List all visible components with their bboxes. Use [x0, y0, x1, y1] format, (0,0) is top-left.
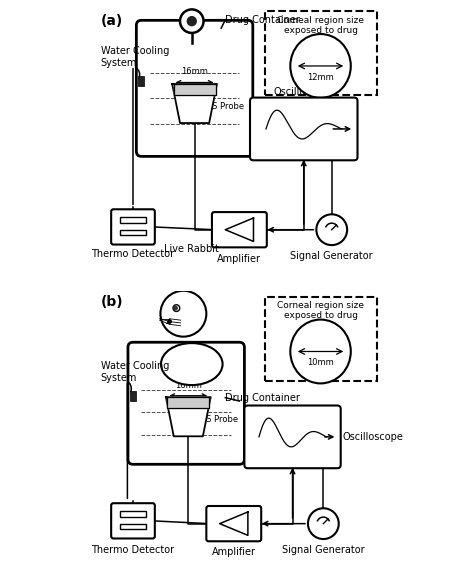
Text: Drug Container: Drug Container — [225, 393, 300, 403]
Bar — [120, 230, 146, 235]
Polygon shape — [166, 397, 211, 436]
Ellipse shape — [161, 343, 223, 385]
Circle shape — [160, 291, 206, 336]
Bar — [120, 523, 146, 529]
Text: Oscilloscope: Oscilloscope — [273, 87, 334, 97]
Text: 10mm: 10mm — [307, 358, 334, 367]
Text: Thermo Detector: Thermo Detector — [91, 249, 174, 259]
Text: US Probe: US Probe — [200, 415, 237, 424]
Text: 16mm: 16mm — [181, 68, 208, 76]
FancyBboxPatch shape — [250, 98, 357, 160]
Text: (a): (a) — [101, 14, 123, 28]
Text: Water Cooling
System: Water Cooling System — [101, 46, 169, 68]
Polygon shape — [173, 84, 216, 95]
Circle shape — [187, 17, 196, 25]
Circle shape — [316, 214, 347, 245]
Text: Live Rabbit: Live Rabbit — [164, 243, 219, 253]
FancyBboxPatch shape — [245, 406, 341, 468]
Text: Corneal region size
exposed to drug: Corneal region size exposed to drug — [277, 301, 364, 320]
Circle shape — [173, 305, 180, 312]
Ellipse shape — [186, 256, 196, 289]
Polygon shape — [225, 218, 254, 241]
Bar — [120, 511, 146, 517]
Circle shape — [174, 306, 177, 310]
Text: 12mm: 12mm — [307, 73, 334, 81]
Text: Thermo Detector: Thermo Detector — [91, 545, 174, 554]
Text: Corneal region size
exposed to drug: Corneal region size exposed to drug — [277, 16, 364, 35]
Text: Signal Generator: Signal Generator — [282, 545, 365, 556]
Text: US Probe: US Probe — [206, 102, 244, 111]
Text: Drug Container: Drug Container — [225, 15, 300, 25]
Text: Amplifier: Amplifier — [212, 548, 256, 557]
Text: Water Cooling
System: Water Cooling System — [101, 361, 169, 383]
Bar — [264, 12, 376, 95]
Bar — [120, 218, 146, 223]
FancyBboxPatch shape — [212, 212, 267, 248]
FancyBboxPatch shape — [111, 209, 155, 245]
Ellipse shape — [290, 34, 351, 98]
Text: (b): (b) — [101, 295, 123, 309]
Text: Oscilloscope: Oscilloscope — [343, 432, 404, 442]
Ellipse shape — [290, 320, 351, 383]
Bar — [264, 297, 376, 381]
FancyBboxPatch shape — [111, 503, 155, 538]
Text: 16mm: 16mm — [175, 381, 202, 389]
Text: Signal Generator: Signal Generator — [291, 251, 373, 261]
Polygon shape — [172, 84, 217, 123]
Circle shape — [308, 508, 339, 539]
FancyBboxPatch shape — [137, 20, 253, 156]
FancyBboxPatch shape — [128, 342, 245, 464]
Ellipse shape — [169, 256, 178, 289]
Circle shape — [180, 9, 203, 33]
Bar — [129, 391, 136, 401]
Polygon shape — [167, 397, 210, 408]
FancyArrowPatch shape — [136, 67, 140, 78]
Polygon shape — [219, 512, 248, 535]
FancyArrowPatch shape — [129, 383, 131, 392]
FancyBboxPatch shape — [206, 506, 261, 541]
Text: Amplifier: Amplifier — [218, 253, 261, 264]
Bar — [138, 76, 144, 86]
